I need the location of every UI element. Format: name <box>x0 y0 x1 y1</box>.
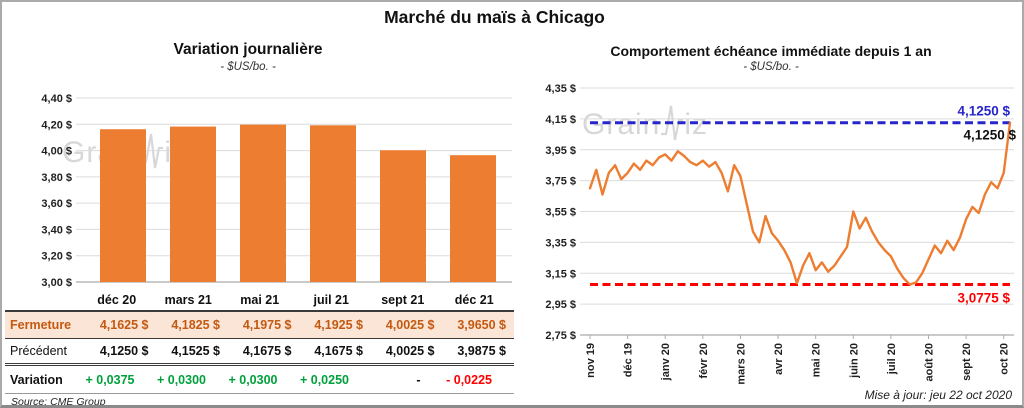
y-tick-label: 2,75 $ <box>545 330 576 342</box>
month-header-cell: déc 20 <box>97 293 137 307</box>
watermark-text: iz <box>684 108 709 141</box>
line-chart-subtitle: - $US/bo. - <box>743 61 799 73</box>
month-header-cell: juil 21 <box>313 293 349 307</box>
fermeture-value-cell: 4,1825 $ <box>171 318 220 332</box>
y-tick-label: 3,80 $ <box>41 172 72 184</box>
month-header-cell: déc 21 <box>454 293 494 307</box>
month-header-cell: mars 21 <box>164 293 212 307</box>
precedent-value-cell: 4,0025 $ <box>385 344 435 358</box>
quotes-table: déc 20 mars 21 mai 21 juil 21 sept 21 déc 21 … <box>5 290 514 408</box>
y-tick-label: 4,40 $ <box>41 93 72 105</box>
bar <box>240 124 286 282</box>
chart-spike-icon <box>661 105 684 141</box>
month-header-cell: mai 21 <box>240 293 280 307</box>
x-tick-label: mars 20 <box>735 343 747 385</box>
update-date-note: Mise à jour: jeu 22 oct 2020 <box>864 388 1012 402</box>
bar <box>380 150 426 282</box>
y-tick-label: 4,15 $ <box>545 114 576 126</box>
reference-line-label: 4,1250 $ <box>957 104 1010 119</box>
row-label: Fermeture <box>10 318 72 332</box>
precedent-value-cell: 4,1675 $ <box>242 344 292 358</box>
precedent-value-cell: 3,9875 $ <box>457 344 506 358</box>
y-tick-label: 3,60 $ <box>41 198 72 210</box>
fermeture-value-cell: 4,1925 $ <box>314 318 363 332</box>
x-tick-label: août 20 <box>924 343 936 382</box>
precedent-value-cell: 4,1525 $ <box>171 344 220 358</box>
page-title: Marché du maïs à Chicago <box>384 7 605 27</box>
row-label: Variation <box>10 372 63 387</box>
fermeture-value-cell: 4,0025 $ <box>385 318 435 332</box>
bar <box>170 126 216 282</box>
bar <box>450 155 496 282</box>
table-source-row: Source: CME Group <box>5 394 514 408</box>
x-tick-label: sept 20 <box>961 343 973 381</box>
front-month-line-chart: 4,35 $ 4,15 $ 3,95 $ 3,75 $ 3,55 $ 3,35 $ 3,15… <box>545 83 1016 385</box>
variation-value-cell: + 0,0375 <box>85 372 135 387</box>
variation-value-cell: + 0,0250 <box>299 372 349 387</box>
row-label: Précédent <box>10 344 67 358</box>
table-header-row: déc 20 mars 21 mai 21 juil 21 sept 21 déc 21 <box>5 290 514 312</box>
daily-variation-bar-chart: 4,40 $ 4,20 $ 4,00 $ 3,80 $ 3,60 $ 3,40 $ 3,20… <box>41 93 512 289</box>
month-header-cell: sept 21 <box>381 293 425 307</box>
bar-chart-title: Variation journalière <box>173 41 323 58</box>
table-row-fermeture: Fermeture 4,1625 $ 4,1825 $ 4,1975 $ 4,1925… <box>5 312 514 339</box>
table-row-precedent: Précédent 4,1250 $ 4,1525 $ 4,1675 $ 4,1675… <box>5 339 514 366</box>
y-tick-label: 2,95 $ <box>545 299 576 311</box>
y-tick-label: 3,20 $ <box>41 251 72 263</box>
x-tick-label: juin 20 <box>848 343 860 379</box>
fermeture-value-cell: 3,9650 $ <box>457 318 506 332</box>
table-row-variation: Variation + 0,0375 + 0,0300 + 0,0300 + 0,02… <box>5 366 514 394</box>
y-tick-label: 4,00 $ <box>41 146 72 158</box>
variation-value-cell: + 0,0300 <box>156 372 206 387</box>
x-tick-label: nov 19 <box>585 343 597 378</box>
x-tick-label: oct 20 <box>999 343 1011 375</box>
bar <box>310 125 356 282</box>
x-tick-label: févr 20 <box>698 343 710 378</box>
reference-line-label: 3,0775 $ <box>957 290 1010 305</box>
x-tick-label: juil 20 <box>886 343 898 375</box>
y-tick-label: 3,15 $ <box>545 268 576 280</box>
precedent-value-cell: 4,1675 $ <box>314 344 363 358</box>
fermeture-value-cell: 4,1975 $ <box>242 318 292 332</box>
variation-value-cell: - 0,0225 <box>446 372 492 387</box>
variation-value-cell: - <box>416 372 421 387</box>
price-line <box>588 121 1012 286</box>
source-note: Source: CME Group <box>11 396 106 408</box>
y-tick-label: 4,20 $ <box>41 119 72 131</box>
precedent-value-cell: 4,1250 $ <box>99 344 149 358</box>
line-chart-title: Comportement échéance immédiate depuis 1… <box>610 43 932 59</box>
y-tick-label: 3,95 $ <box>545 145 576 157</box>
y-tick-label: 3,00 $ <box>41 277 72 289</box>
y-tick-label: 3,75 $ <box>545 176 576 188</box>
bar <box>100 129 146 282</box>
y-tick-label: 3,40 $ <box>41 224 72 236</box>
last-value-label: 4,1250 $ <box>963 128 1016 143</box>
watermark-text: Grain <box>582 108 661 141</box>
x-tick-label: mai 20 <box>811 343 823 377</box>
x-tick-label: janv 20 <box>660 343 672 381</box>
fermeture-value-cell: 4,1625 $ <box>99 318 149 332</box>
bar-chart-subtitle: - $US/bo. - <box>220 61 276 73</box>
x-tick-label: déc 19 <box>623 343 635 377</box>
variation-value-cell: + 0,0300 <box>228 372 278 387</box>
x-tick-label: avr 20 <box>773 343 785 375</box>
y-tick-label: 3,35 $ <box>545 237 576 249</box>
y-tick-label: 3,55 $ <box>545 207 576 219</box>
y-tick-label: 4,35 $ <box>545 83 576 95</box>
